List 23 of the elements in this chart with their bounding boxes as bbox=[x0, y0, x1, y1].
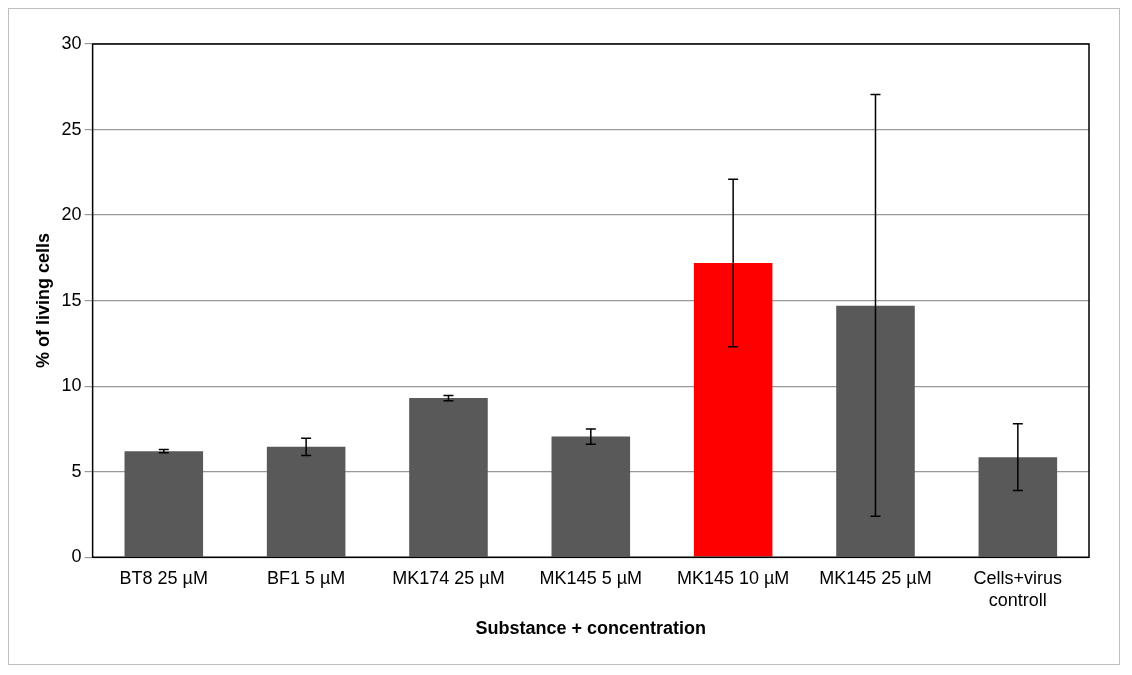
x-tick-label: BF1 5 µM bbox=[266, 567, 346, 588]
x-axis-title: Substance + concentration bbox=[475, 618, 707, 639]
bar bbox=[124, 451, 204, 557]
y-tick-label: 15 bbox=[61, 289, 82, 310]
y-axis-title: % of living cells bbox=[32, 233, 53, 369]
x-tick-label: MK145 10 µM bbox=[676, 567, 790, 588]
bar bbox=[266, 446, 346, 557]
y-tick-label: 5 bbox=[71, 460, 82, 481]
y-tick-label: 25 bbox=[61, 118, 82, 139]
bar bbox=[409, 398, 488, 557]
x-tick-label: Cells+virus controll bbox=[973, 567, 1063, 610]
bar bbox=[836, 305, 915, 557]
y-tick-label: 0 bbox=[71, 546, 82, 567]
x-tick-label: BT8 25 µM bbox=[119, 567, 208, 588]
x-tick-label: MK174 25 µM bbox=[392, 567, 505, 588]
y-tick-label: 30 bbox=[61, 32, 82, 53]
bar bbox=[693, 262, 773, 557]
y-tick-label: 20 bbox=[61, 204, 82, 225]
x-tick-label: MK145 25 µM bbox=[819, 567, 932, 588]
x-tick-label: MK145 5 µM bbox=[539, 567, 643, 588]
bar bbox=[978, 457, 1058, 557]
bar bbox=[551, 436, 631, 557]
y-tick-label: 10 bbox=[61, 375, 82, 396]
